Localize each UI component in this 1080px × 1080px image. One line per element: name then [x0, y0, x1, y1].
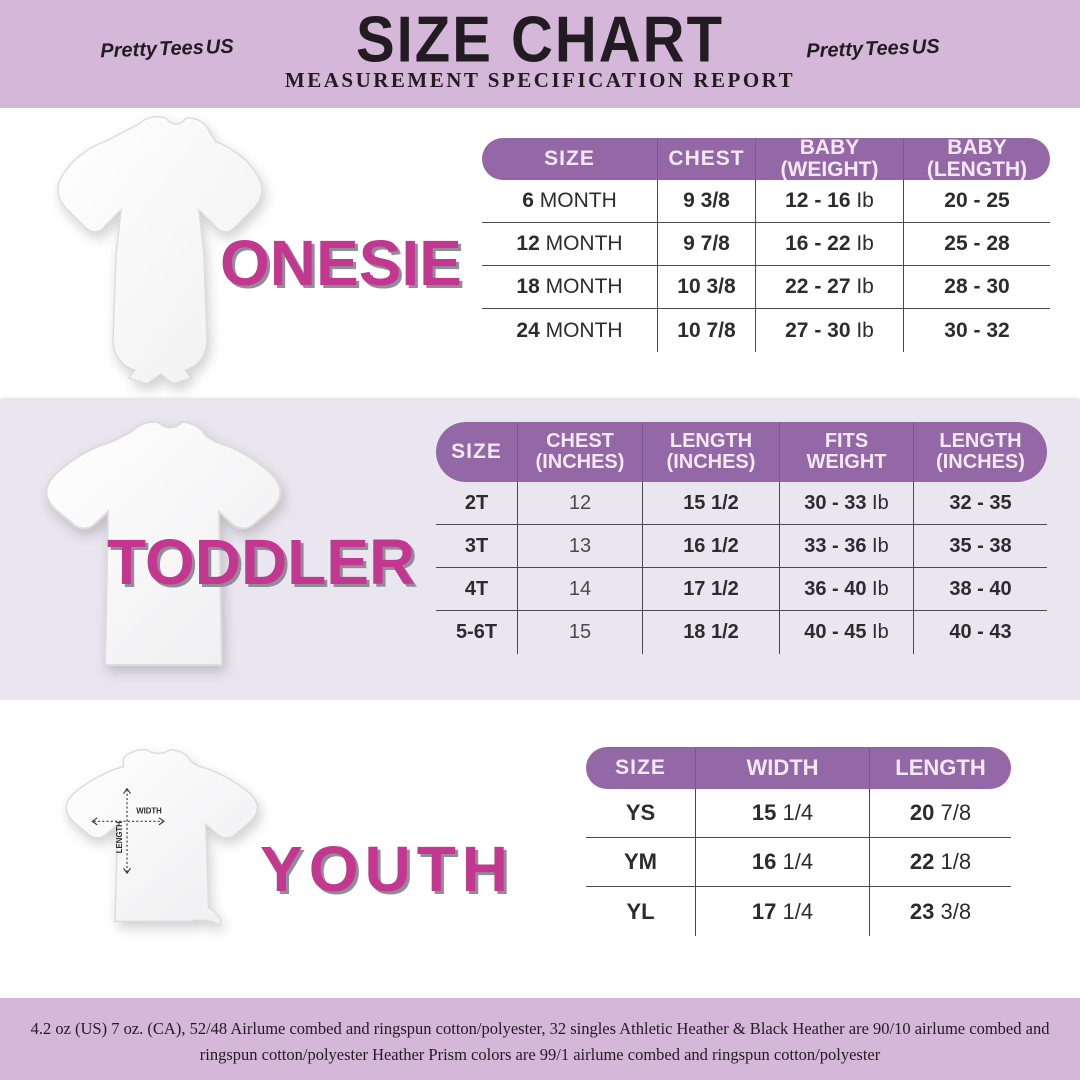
svg-text:LENGTH: LENGTH [115, 821, 124, 853]
svg-text:WIDTH: WIDTH [136, 807, 162, 816]
